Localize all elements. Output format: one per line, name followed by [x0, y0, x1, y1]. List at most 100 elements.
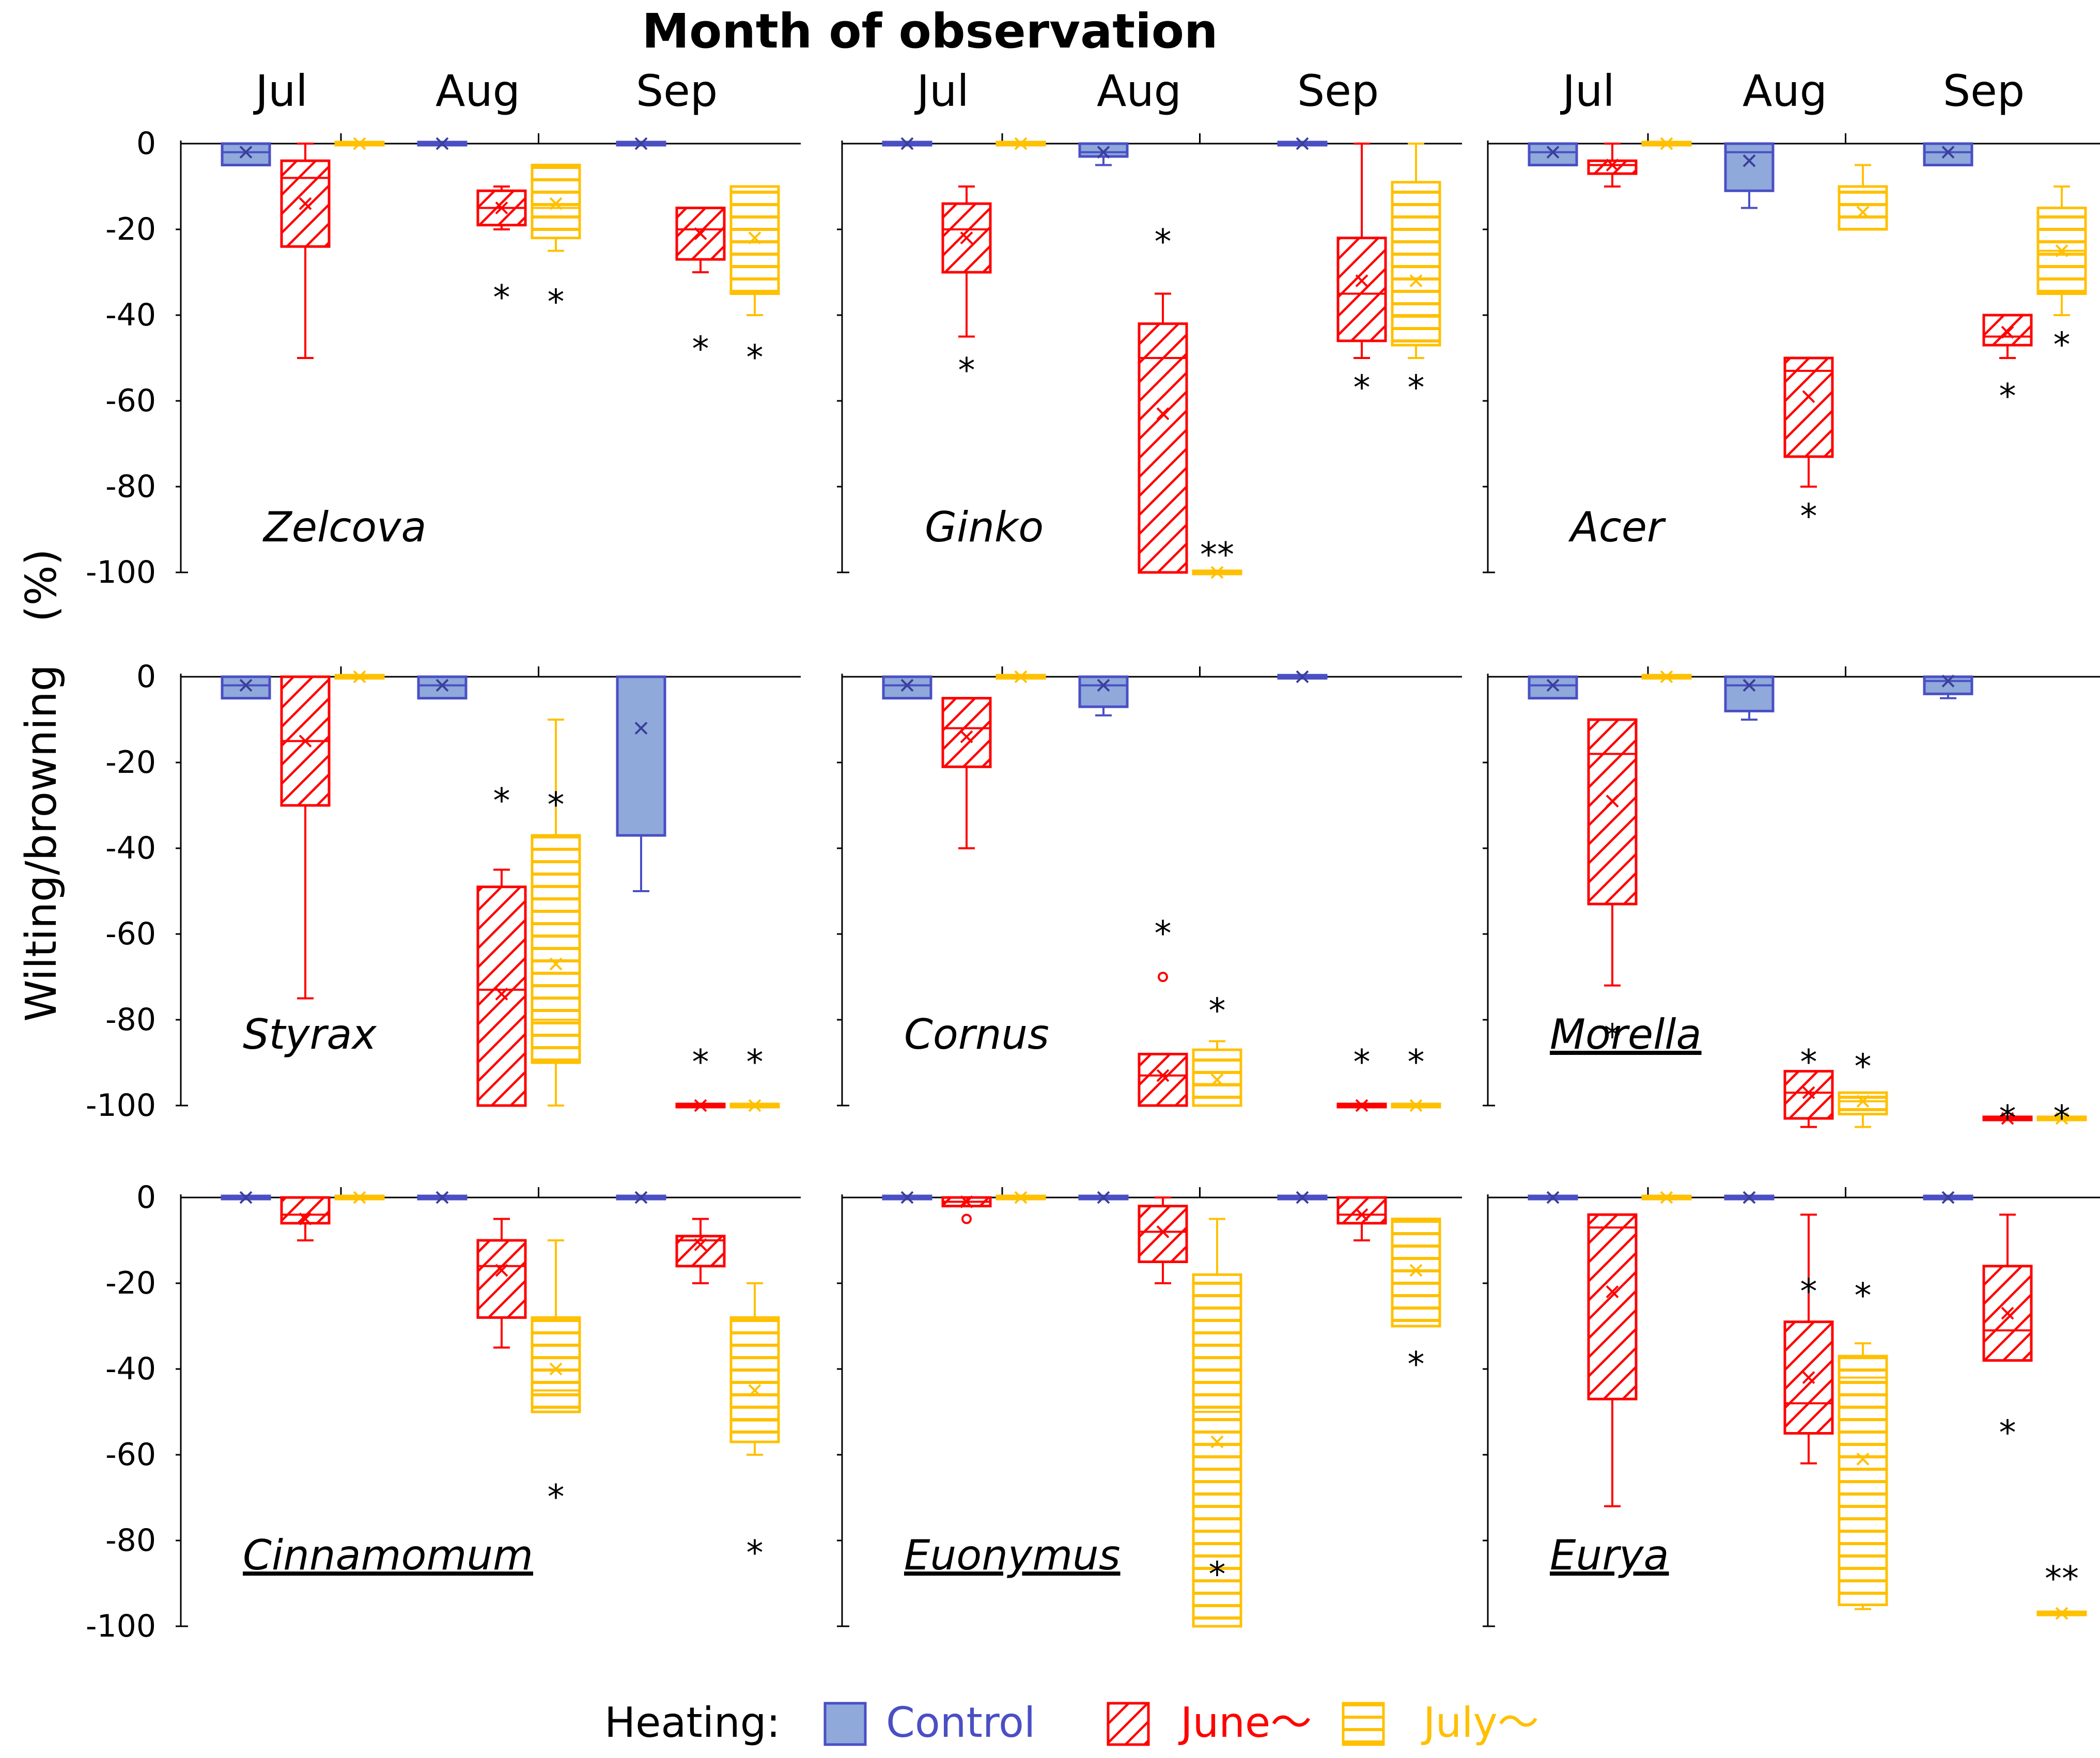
box-body	[1192, 1048, 1242, 1107]
species-label: Euonymus	[904, 1531, 1121, 1579]
mean-marker	[1210, 1435, 1224, 1449]
box-july	[995, 1191, 1046, 1204]
box-body	[221, 675, 271, 699]
box-june	[1138, 292, 1188, 574]
legend-label-july: July～	[1421, 1699, 1539, 1747]
species-label: Cinnamomum	[243, 1531, 533, 1579]
y-tick-label: -20	[105, 211, 156, 247]
significance-marker: *	[746, 1043, 764, 1082]
mean-marker	[900, 137, 914, 150]
box-june	[1587, 718, 1638, 987]
chart-title: Month of observation	[642, 4, 1218, 59]
mean-marker	[1743, 154, 1756, 167]
mean-marker	[549, 957, 563, 971]
box-july	[1641, 670, 1692, 683]
box-control	[417, 1191, 468, 1204]
mean-marker	[549, 1362, 563, 1376]
significance-marker: *	[692, 329, 709, 369]
significance-marker: *	[1800, 496, 1817, 536]
mean-marker	[960, 1195, 973, 1208]
box-june	[675, 207, 726, 273]
mean-marker	[1355, 1099, 1368, 1112]
box-control	[221, 142, 271, 166]
mean-marker	[960, 231, 973, 245]
box-control	[221, 1191, 271, 1204]
mean-marker	[2001, 325, 2014, 339]
box-june	[1982, 1112, 2033, 1125]
y-tick-label: -80	[105, 1522, 156, 1559]
box-june	[280, 143, 331, 359]
box-june	[1138, 1052, 1188, 1107]
significance-marker: *	[746, 338, 764, 378]
significance-marker: *	[1155, 222, 1172, 262]
month-label: Sep	[636, 66, 718, 116]
mean-marker	[1156, 407, 1170, 421]
mean-marker	[1660, 1191, 1673, 1204]
box-control	[882, 137, 932, 150]
mean-marker	[1802, 390, 1815, 403]
box-body	[531, 834, 581, 1064]
significance-marker: *	[493, 278, 510, 318]
y-tick-label: -40	[105, 297, 156, 333]
box-june	[1783, 1070, 1834, 1128]
box-body	[1336, 1196, 1387, 1225]
box-june	[1982, 1214, 2033, 1362]
mean-marker	[1546, 679, 1560, 692]
box-july	[1641, 1191, 1692, 1204]
significance-marker: *	[1408, 1043, 1425, 1082]
mean-marker	[299, 735, 312, 748]
box-july	[1838, 1091, 1888, 1128]
mean-marker	[960, 730, 973, 743]
mean-marker	[1014, 670, 1028, 683]
mean-marker	[1097, 1191, 1110, 1204]
box-body	[1192, 1273, 1242, 1628]
box-body	[531, 164, 581, 240]
legend-label-june: June～	[1178, 1699, 1312, 1747]
box-july	[531, 164, 581, 252]
box-body	[1587, 159, 1638, 175]
mean-marker	[1606, 159, 1619, 172]
species-label: Cornus	[904, 1010, 1049, 1059]
box-control	[221, 675, 271, 699]
panel-acer: Jul Aug Sep Acer * * *	[1483, 66, 2100, 573]
box-june	[1336, 1099, 1387, 1112]
significance-marker: *	[548, 1477, 565, 1517]
mean-marker	[748, 231, 761, 245]
significance-marker: *	[1800, 1271, 1817, 1311]
box-body	[476, 1239, 527, 1319]
box-body	[280, 159, 331, 248]
y-tick-label: -60	[105, 916, 156, 952]
y-tick-label: -20	[105, 744, 156, 781]
box-july	[995, 137, 1046, 150]
significance-marker: *	[548, 785, 565, 825]
significance-marker: *	[1855, 1047, 1872, 1086]
mean-marker	[1014, 137, 1028, 150]
box-body	[221, 142, 271, 166]
outlier-point	[1158, 972, 1168, 982]
significance-marker: *	[1354, 1043, 1371, 1082]
significance-marker: *	[1354, 368, 1371, 408]
box-body	[1138, 1205, 1188, 1264]
box-body	[1138, 322, 1188, 574]
box-body	[1587, 1213, 1638, 1401]
mean-marker	[495, 1264, 508, 1277]
mean-marker	[299, 1212, 312, 1225]
y-tick-label: -40	[105, 830, 156, 866]
y-tick-label: -60	[105, 1437, 156, 1473]
mean-marker	[1097, 679, 1110, 692]
mean-marker	[1156, 1069, 1170, 1082]
box-body	[476, 885, 527, 1107]
box-body	[1923, 675, 1973, 695]
significance-marker: *	[493, 781, 510, 820]
box-body	[1391, 1218, 1441, 1328]
mean-marker	[1660, 670, 1673, 683]
significance-marker: *	[548, 282, 565, 322]
panel-eurya: Eurya* ****	[1483, 1187, 2100, 1627]
box-july	[1641, 137, 1692, 150]
box-body	[1838, 1355, 1888, 1607]
box-control	[882, 1191, 932, 1204]
mean-marker	[353, 670, 366, 683]
month-label: Sep	[1297, 66, 1379, 116]
box-june	[1783, 1214, 1834, 1465]
